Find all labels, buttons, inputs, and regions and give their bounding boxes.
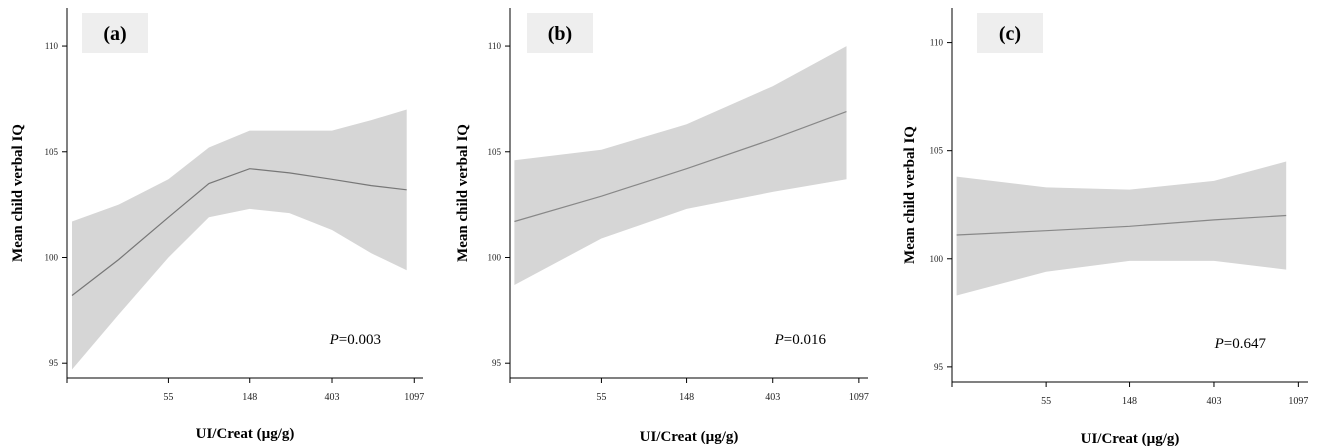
x-tick-label: 1097	[1288, 396, 1308, 407]
chart-panel-1: 95 100 105 110 55 148 403 1097 UI/Creat (µg/g) Me…	[10, 8, 424, 442]
panel-label-box	[977, 13, 1043, 53]
y-tick-label: 105	[45, 147, 59, 157]
x-tick-label: 1097	[849, 392, 869, 403]
y-axis-title: Mean child verbal IQ	[10, 124, 26, 262]
p-value-annotation: P=0.647	[1214, 336, 1267, 352]
y-tick-label: 100	[45, 252, 59, 262]
p-value-number: =0.003	[339, 332, 381, 348]
y-axis-title: Mean child verbal IQ	[902, 126, 918, 264]
p-value-symbol: P	[774, 332, 784, 348]
x-tick-label: 403	[1206, 396, 1221, 407]
x-axis-title: UI/Creat (µg/g)	[640, 429, 739, 445]
y-tick-label: 110	[488, 41, 502, 51]
p-value-annotation: P=0.003	[329, 332, 381, 348]
x-tick-label: 55	[1041, 396, 1051, 407]
y-tick-label: 95	[492, 358, 502, 368]
panel-label-box	[527, 13, 593, 53]
y-tick-label: 95	[934, 362, 944, 372]
fitted-line	[514, 111, 847, 223]
y-tick-label: 105	[930, 146, 944, 156]
y-tick-label: 105	[488, 147, 502, 157]
y-axis-title: Mean child verbal IQ	[455, 124, 471, 262]
y-tick-label: 110	[45, 41, 59, 51]
p-value-annotation: P=0.016	[774, 332, 827, 348]
p-value-number: =0.647	[1224, 336, 1267, 352]
panel-label-box	[82, 13, 148, 53]
x-tick-label: 55	[163, 392, 173, 403]
x-tick-label: 148	[679, 392, 694, 403]
x-tick-label: 403	[325, 392, 340, 403]
x-axis-title: UI/Creat (µg/g)	[196, 426, 295, 442]
x-axis-title: UI/Creat (µg/g)	[1081, 431, 1180, 447]
panel-label: (a)	[103, 23, 126, 45]
confidence-band	[956, 161, 1287, 296]
p-value-symbol: P	[329, 332, 339, 348]
confidence-band	[72, 109, 407, 370]
x-tick-label: 148	[1122, 396, 1137, 407]
panel-label: (c)	[999, 23, 1021, 45]
chart-panel-3: 95 100 105 110 55 148 403 1097 UI/Creat (µg/g) Me…	[902, 8, 1308, 447]
chart-panel-2: 95 100 105 110 55 148 403 1097 UI/Creat (µg/g) Me…	[455, 8, 869, 445]
p-value-number: =0.016	[784, 332, 827, 348]
y-tick-label: 95	[49, 358, 59, 368]
confidence-band	[514, 46, 847, 285]
p-value-symbol: P	[1214, 336, 1224, 352]
x-tick-label: 148	[242, 392, 257, 403]
y-tick-label: 110	[930, 38, 944, 48]
panel-label: (b)	[548, 23, 572, 45]
y-tick-label: 100	[488, 252, 502, 262]
x-tick-label: 55	[596, 392, 606, 403]
y-tick-label: 100	[930, 254, 944, 264]
x-tick-label: 403	[765, 392, 780, 403]
fitted-line	[956, 214, 1287, 236]
fitted-line	[71, 168, 407, 296]
x-tick-label: 1097	[404, 392, 424, 403]
